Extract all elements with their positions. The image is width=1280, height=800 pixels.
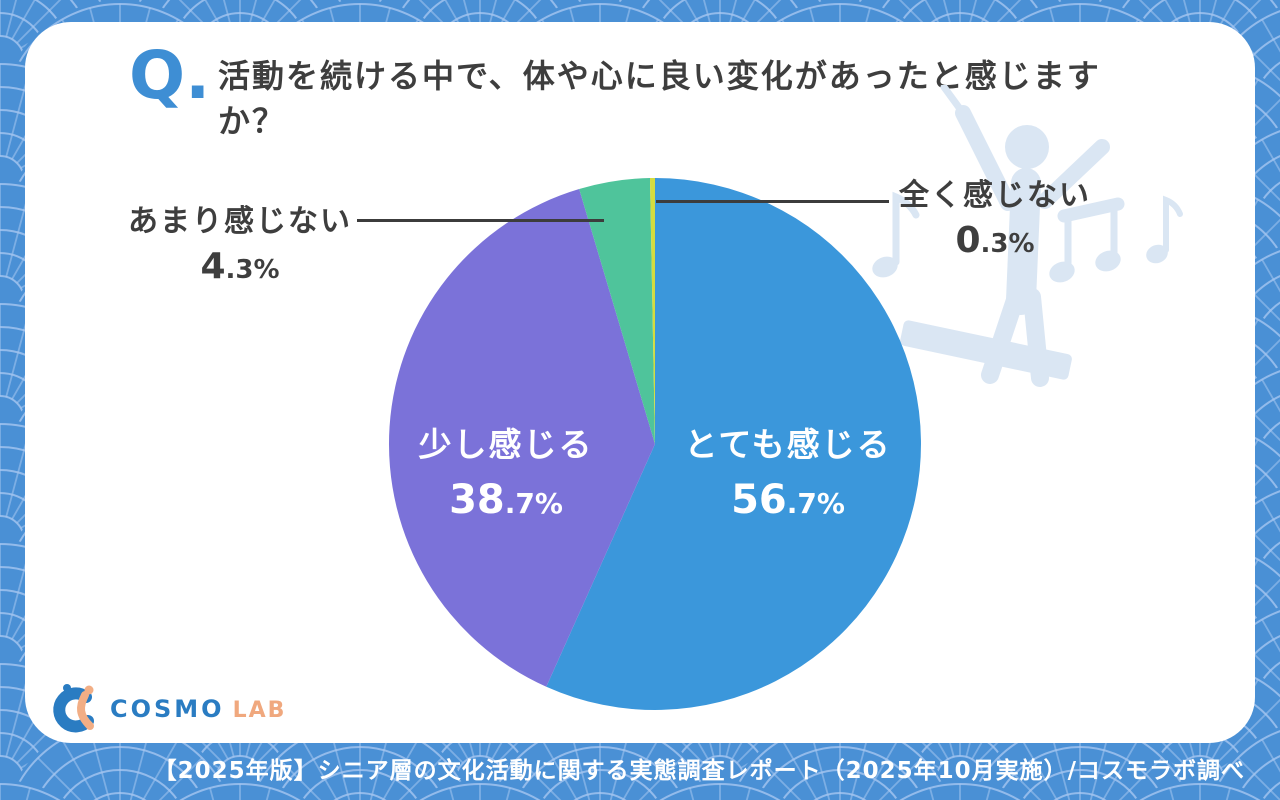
survey-card: Q. 活動を続ける中で、体や心に良い変化があったと感じますか？ <box>25 22 1255 743</box>
logo-cosmo: COSMO <box>110 695 225 723</box>
slice-percent: 4.3% <box>200 246 280 287</box>
pie-label-sukoshi-kanjiru: 少し感じる 38.7% <box>346 424 666 532</box>
pie-slice-2 <box>579 178 655 445</box>
slice-label: 全く感じない <box>899 178 1091 213</box>
slice-label: あまり感じない <box>128 204 352 239</box>
pie-slice-3 <box>649 178 655 444</box>
cosmo-lab-logo: COSMO LAB <box>48 681 286 733</box>
person-torso <box>1006 168 1041 315</box>
logo-text: COSMO LAB <box>110 695 286 733</box>
slice-percent: 38.7% <box>449 477 563 523</box>
slice-percent: 0.3% <box>955 220 1035 261</box>
pie-label-totemo-kanjiru: とても感じる 56.7% <box>628 424 948 532</box>
person-right-arm <box>1037 139 1110 209</box>
footer-credit: 【2025年版】シニア層の文化活動に関する実態調査レポート（2025年10月実施… <box>153 758 1245 784</box>
person-left-arm <box>955 105 1016 211</box>
slice-percent: 56.7% <box>731 477 845 523</box>
person-baton <box>940 85 967 117</box>
slice-label: とても感じる <box>684 425 892 464</box>
leader-line-left <box>357 219 604 222</box>
leader-line-right <box>656 200 889 203</box>
pie-label-mattaku-kanjinai: 全く感じない 0.3% <box>865 175 1125 269</box>
slice-label: 少し感じる <box>418 425 594 464</box>
music-note-beamed-icon <box>1049 197 1125 283</box>
balance-board <box>900 320 1072 380</box>
person-head <box>1005 125 1049 169</box>
dancing-person-watermark <box>872 85 1183 387</box>
cosmo-lab-logo-mark <box>53 684 94 733</box>
question-marker: Q. <box>129 37 211 114</box>
music-note-icon <box>1146 195 1183 264</box>
logo-lab: LAB <box>232 698 287 723</box>
pie-label-amari-kanjinai: あまり感じない 4.3% <box>110 201 370 295</box>
question-text: 活動を続ける中で、体や心に良い変化があったと感じますか？ <box>218 57 1101 140</box>
